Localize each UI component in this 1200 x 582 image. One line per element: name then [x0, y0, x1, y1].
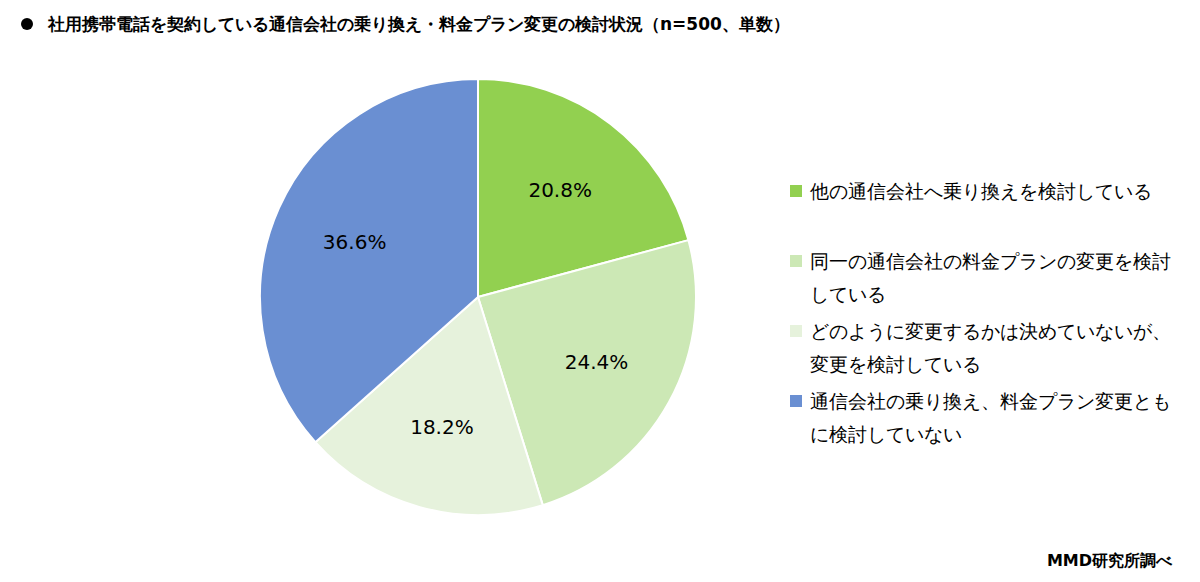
- title: 社用携帯電話を契約している通信会社の乗り換え・料金プラン変更の検討状況（n=50…: [47, 14, 790, 34]
- legend-swatch: [790, 325, 802, 337]
- data-label: 20.8%: [528, 178, 592, 202]
- legend-swatch: [790, 255, 802, 267]
- legend-label: どのように変更するかは決めていないが、変更を検討している: [810, 320, 1171, 375]
- legend-label-line: どのように変更するかは決めていないが、: [810, 320, 1171, 342]
- legend-label: 同一の通信会社の料金プランの変更を検討している: [810, 250, 1171, 305]
- legend-label-line: 変更を検討している: [810, 353, 981, 375]
- legend-label-line: 通信会社の乗り換え、料金プラン変更とも: [810, 390, 1171, 412]
- source: MMD研究所調べ: [1047, 551, 1173, 570]
- legend-label: 他の通信会社へ乗り換えを検討している: [810, 180, 1152, 202]
- legend-swatch: [790, 395, 802, 407]
- data-label: 36.6%: [323, 230, 387, 254]
- pie-slice: [260, 79, 478, 442]
- legend-label-line: 他の通信会社へ乗り換えを検討している: [810, 180, 1152, 202]
- chart: 社用携帯電話を契約している通信会社の乗り換え・料金プラン変更の検討状況（n=50…: [0, 0, 1200, 582]
- legend-label: 通信会社の乗り換え、料金プラン変更ともに検討していない: [810, 390, 1171, 445]
- legend: 他の通信会社へ乗り換えを検討している同一の通信会社の料金プランの変更を検討してい…: [790, 180, 1171, 445]
- data-label: 18.2%: [410, 415, 474, 439]
- legend-label-line: 同一の通信会社の料金プランの変更を検討: [810, 250, 1171, 272]
- pie: [260, 79, 696, 515]
- title-bullet: [21, 18, 33, 30]
- legend-label-line: に検討していない: [810, 423, 962, 445]
- data-label: 24.4%: [565, 350, 629, 374]
- legend-label-line: している: [810, 283, 886, 305]
- data-labels: 20.8% 24.4% 18.2% 36.6%: [323, 178, 628, 440]
- legend-swatch: [790, 185, 802, 197]
